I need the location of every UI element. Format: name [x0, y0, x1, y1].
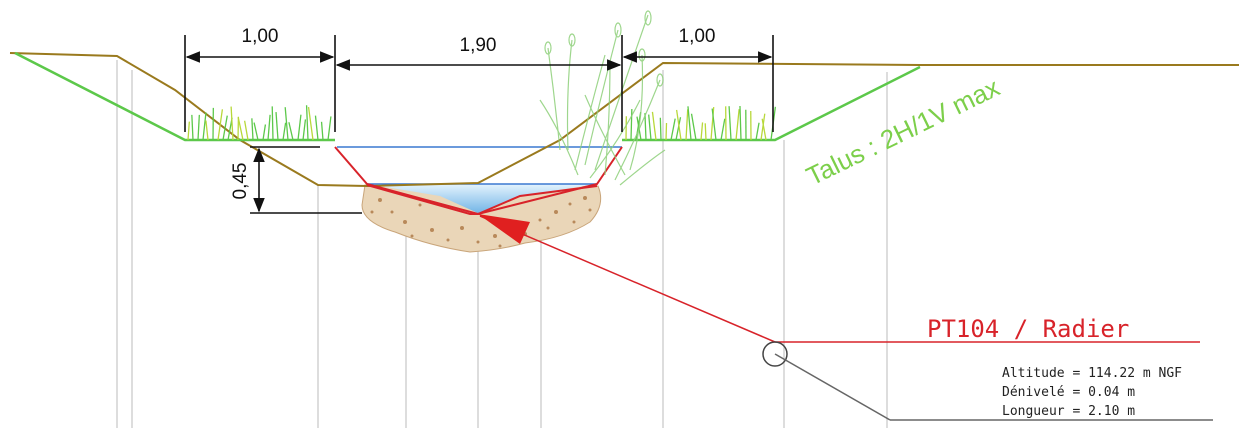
dimension-lines — [184, 35, 774, 214]
existing-terrain-line — [9, 52, 1239, 188]
vertical-guide-lines — [116, 60, 888, 428]
dim-depth: 0,45 — [230, 163, 251, 200]
callout-leader — [478, 214, 1213, 421]
callout-circle-icon — [762, 341, 788, 367]
callout-denivele: Dénivelé = 0.04 m — [1002, 385, 1135, 400]
dim-right-berm: 1,00 — [679, 26, 716, 47]
callout-longueur: Longueur = 2.10 m — [1002, 404, 1135, 419]
water-body — [367, 184, 597, 214]
callout-title: PT104 / Radier — [927, 315, 1129, 343]
slope-label: Talus : 2H/1V max — [801, 72, 1004, 191]
grass-right-berm — [625, 106, 777, 141]
project-terrain-green-left — [14, 51, 335, 142]
project-terrain-green-right — [622, 65, 921, 142]
dim-left-berm: 1,00 — [242, 26, 279, 47]
grass-left-berm — [187, 105, 332, 141]
gravel-bed — [361, 184, 602, 253]
callout-altitude: Altitude = 114.22 m NGF — [1002, 366, 1182, 381]
callout-arrow-icon — [478, 214, 530, 244]
dim-channel-width: 1,90 — [460, 35, 497, 56]
reeds-illustration — [539, 10, 666, 186]
